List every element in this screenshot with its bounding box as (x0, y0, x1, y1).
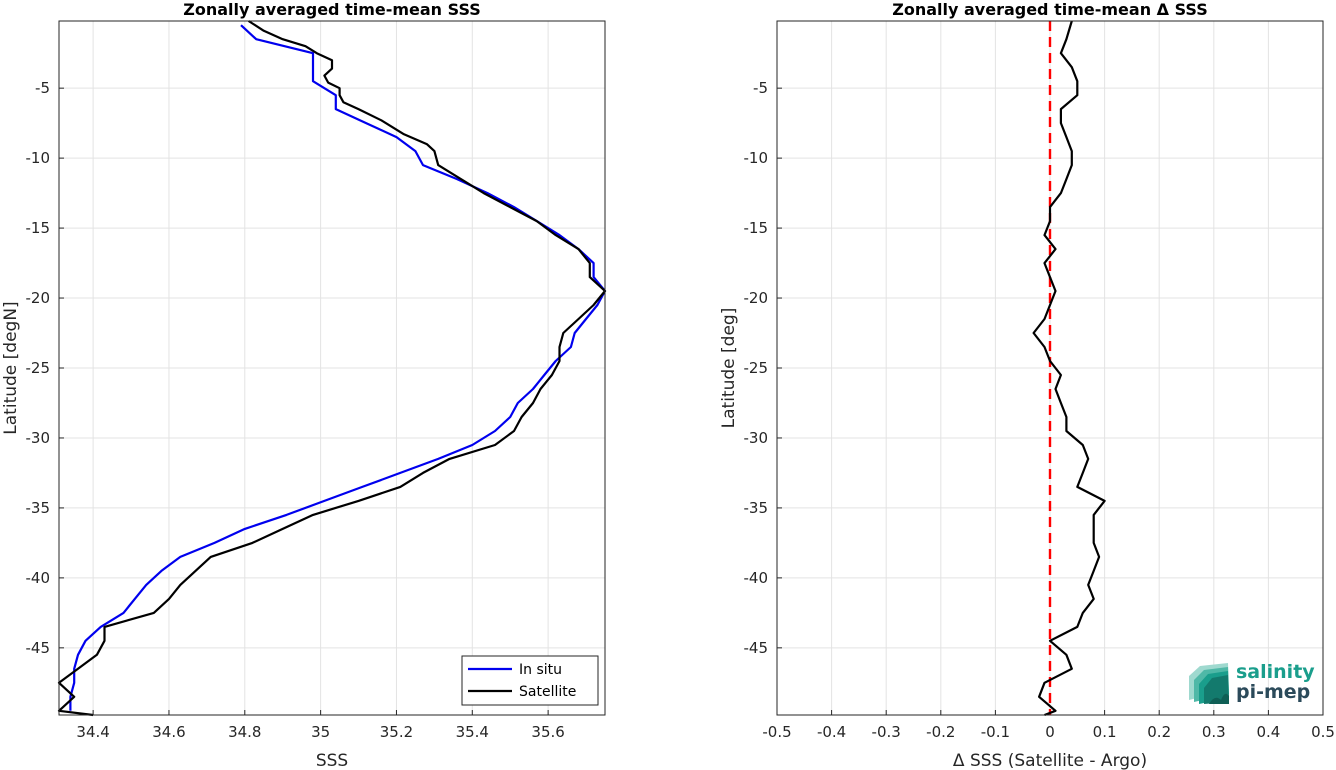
x-tick-label: -0.1 (981, 723, 1010, 741)
y-axis-label: Latitude [deg] (719, 308, 739, 429)
x-tick-label: 0.1 (1093, 723, 1117, 741)
legend-label-satellite: Satellite (519, 684, 576, 700)
y-tick-label: -5 (35, 79, 50, 97)
y-tick-label: -30 (744, 429, 769, 447)
x-tick-label: -0.4 (817, 723, 846, 741)
y-tick-label: -45 (26, 639, 51, 657)
series-line-delta-sss (1032, 20, 1106, 717)
x-tick-label: -0.5 (762, 723, 791, 741)
axes-box (58, 20, 606, 716)
x-tick-label: -0.2 (926, 723, 955, 741)
series-lines (57, 20, 607, 717)
series-lines (1032, 20, 1106, 717)
y-axis-label: Latitude [degN] (1, 301, 21, 434)
wave-logo-icon (1189, 663, 1229, 704)
logo-text-salinity: salinity (1236, 661, 1315, 683)
x-tick-label: 35.2 (380, 723, 413, 741)
x-tick-label: 34.8 (228, 723, 261, 741)
y-tick-label: -20 (26, 289, 51, 307)
x-tick-label: 0.4 (1256, 723, 1280, 741)
y-tick-label: -25 (744, 359, 769, 377)
x-tick-label: 0.3 (1202, 723, 1226, 741)
tick-labels: -0.5 -0.4 -0.3 -0.2 -0.1 0 0.1 0.2 0.3 0.4 0.5 -5 -1… (744, 79, 1335, 741)
x-tick-label: -0.3 (872, 723, 901, 741)
y-tick-label: -40 (26, 569, 51, 587)
y-tick-label: -30 (26, 429, 51, 447)
x-tick-label: 35 (311, 723, 330, 741)
y-tick-label: -45 (744, 639, 769, 657)
y-tick-label: -15 (26, 219, 51, 237)
chart-title: Zonally averaged time-mean Δ SSS (892, 0, 1208, 19)
x-tick-label: 0 (1045, 723, 1055, 741)
x-tick-label: 0.5 (1311, 723, 1335, 741)
series-line-in-situ (69, 24, 607, 711)
x-axis-label: Δ SSS (Satellite - Argo) (953, 751, 1147, 770)
y-tick-label: -25 (26, 359, 51, 377)
y-tick-label: -15 (744, 219, 769, 237)
panel-delta-sss: -0.5 -0.4 -0.3 -0.2 -0.1 0 0.1 0.2 0.3 0.4 0.5 -5 -1… (719, 0, 1335, 770)
y-tick-label: -10 (26, 149, 51, 167)
grid-lines (59, 21, 605, 715)
x-tick-label: 34.6 (152, 723, 185, 741)
tick-labels: 34.4 34.6 34.8 35 35.2 35.4 35.6 -5 -10 -15 -20 -25… (26, 79, 565, 741)
legend-label-in-situ: In situ (519, 662, 562, 678)
x-tick-label: 35.4 (456, 723, 489, 741)
y-tick-label: -40 (744, 569, 769, 587)
x-tick-label: 34.4 (76, 723, 109, 741)
legend-box (461, 655, 599, 706)
x-tick-label: 0.2 (1147, 723, 1171, 741)
legend: In situ Satellite (461, 655, 599, 706)
series-line-satellite (57, 20, 607, 717)
logo-text-pi-mep: pi-mep (1236, 681, 1310, 703)
chart-title: Zonally averaged time-mean SSS (183, 0, 481, 19)
y-tick-label: -5 (753, 79, 768, 97)
salinity-pi-mep-logo: salinity pi-mep (1189, 661, 1315, 704)
x-tick-label: 35.6 (531, 723, 564, 741)
y-tick-label: -35 (744, 499, 769, 517)
y-tick-label: -20 (744, 289, 769, 307)
panel-sss: 34.4 34.6 34.8 35 35.2 35.4 35.6 -5 -10 -15 -20 -25… (1, 0, 607, 770)
y-tick-label: -35 (26, 499, 51, 517)
x-axis-label: SSS (316, 751, 348, 770)
y-tick-label: -10 (744, 149, 769, 167)
axes-box (776, 20, 1324, 716)
